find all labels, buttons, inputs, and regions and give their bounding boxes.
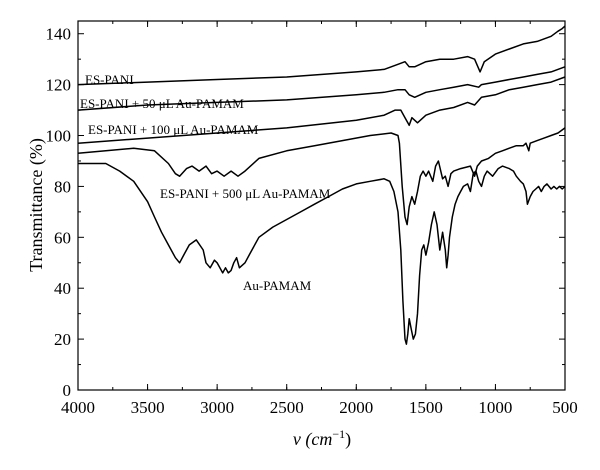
series-label-es-pani-500-l-au-pamam: ES-PANI + 500 μL Au-PAMAM <box>160 186 331 201</box>
y-tick-label: 100 <box>46 127 72 146</box>
y-tick-label: 120 <box>46 76 72 95</box>
y-tick-label: 0 <box>63 381 72 400</box>
y-tick-label: 60 <box>54 228 71 247</box>
x-axis-title-prefix: ν (cm <box>293 429 332 450</box>
series-labels: ES-PANI ES-PANI + 50 μL Au-PAMAM ES-PANI +… <box>80 72 331 293</box>
y-tick-label: 140 <box>46 25 72 44</box>
series-label-es-pani: ES-PANI <box>85 72 134 87</box>
plot-frame <box>77 20 566 391</box>
x-tick-label: 2000 <box>339 398 373 417</box>
series-label-es-pani-100-l-au-pamam: ES-PANI + 100 μL Au-PAMAM <box>88 122 259 137</box>
plot-series <box>77 25 566 345</box>
series-line-es-pani <box>77 25 566 86</box>
x-tick-label: 4000 <box>61 398 95 417</box>
x-tick-label: 3500 <box>131 398 165 417</box>
y-tick-label: 40 <box>54 279 71 298</box>
x-tick-label: 2500 <box>270 398 304 417</box>
y-tick-label: 20 <box>54 330 71 349</box>
y-axis: 0 20 40 60 80 100 120 140 <box>46 25 565 400</box>
series-line-au-pamam <box>78 162 566 345</box>
x-axis-title-sup: −1 <box>332 427 345 441</box>
series-line-es-pani-50-l-au-pamam <box>77 66 566 111</box>
y-axis-title: Transmittance (%) <box>26 138 47 272</box>
x-tick-label: 1000 <box>478 398 512 417</box>
y-tick-label: 80 <box>54 177 71 196</box>
x-tick-label: 500 <box>552 398 578 417</box>
series-label-au-pamam: Au-PAMAM <box>243 278 312 293</box>
x-tick-label: 3000 <box>200 398 234 417</box>
x-axis: 4000 3500 3000 2500 2000 1500 1000 500 <box>61 21 578 417</box>
series-line-es-pani-500-l-au-pamam <box>77 127 566 226</box>
series-label-es-pani-50-l-au-pamam: ES-PANI + 50 μL Au-PAMAM <box>80 96 244 111</box>
x-tick-label: 1500 <box>409 398 443 417</box>
series-line-es-pani-100-l-au-pamam <box>77 76 566 144</box>
x-axis-title-suffix: ) <box>345 429 351 450</box>
x-axis-title: ν (cm−1) <box>293 427 351 450</box>
